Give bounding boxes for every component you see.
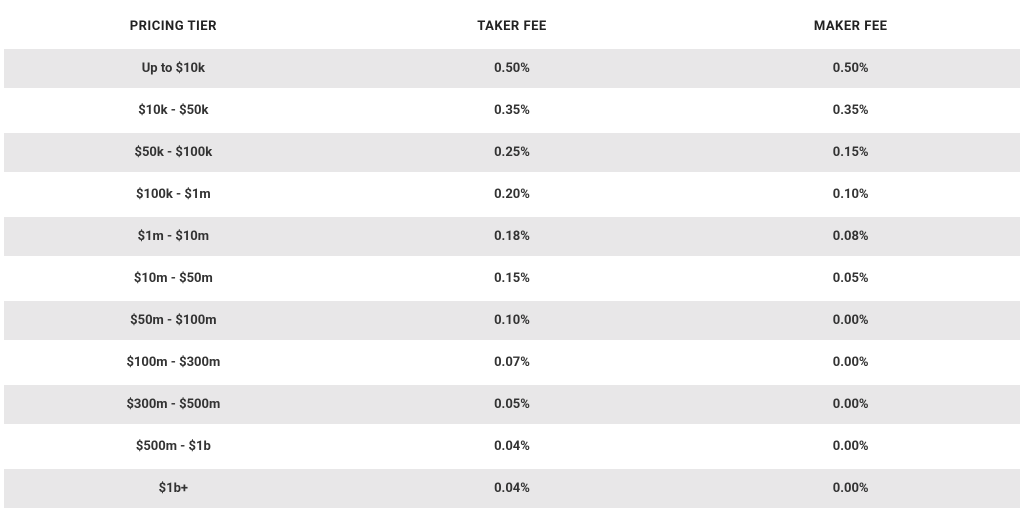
table-row: $50k - $100k 0.25% 0.15% — [4, 133, 1020, 172]
cell-maker: 0.00% — [681, 427, 1020, 466]
cell-maker: 0.35% — [681, 91, 1020, 130]
cell-tier: $100k - $1m — [4, 175, 343, 214]
cell-maker: 0.08% — [681, 217, 1020, 256]
cell-maker: 0.15% — [681, 133, 1020, 172]
table-row: $100m - $300m 0.07% 0.00% — [4, 343, 1020, 382]
table-row: $100k - $1m 0.20% 0.10% — [4, 175, 1020, 214]
table-row: $50m - $100m 0.10% 0.00% — [4, 301, 1020, 340]
table-row: $10m - $50m 0.15% 0.05% — [4, 259, 1020, 298]
cell-maker: 0.50% — [681, 49, 1020, 88]
table-row: $1b+ 0.04% 0.00% — [4, 469, 1020, 508]
col-header-pricing-tier: PRICING TIER — [4, 7, 343, 46]
cell-taker: 0.25% — [343, 133, 682, 172]
cell-tier: $50m - $100m — [4, 301, 343, 340]
cell-taker: 0.04% — [343, 427, 682, 466]
cell-tier: $100m - $300m — [4, 343, 343, 382]
table-row: $500m - $1b 0.04% 0.00% — [4, 427, 1020, 466]
cell-maker: 0.00% — [681, 301, 1020, 340]
cell-tier: $50k - $100k — [4, 133, 343, 172]
cell-taker: 0.50% — [343, 49, 682, 88]
table-row: $10k - $50k 0.35% 0.35% — [4, 91, 1020, 130]
cell-taker: 0.20% — [343, 175, 682, 214]
table-row: $300m - $500m 0.05% 0.00% — [4, 385, 1020, 424]
cell-maker: 0.00% — [681, 343, 1020, 382]
cell-taker: 0.15% — [343, 259, 682, 298]
cell-taker: 0.35% — [343, 91, 682, 130]
cell-maker: 0.00% — [681, 469, 1020, 508]
cell-tier: $1m - $10m — [4, 217, 343, 256]
table-row: $1m - $10m 0.18% 0.08% — [4, 217, 1020, 256]
cell-tier: $1b+ — [4, 469, 343, 508]
cell-taker: 0.05% — [343, 385, 682, 424]
cell-tier: $10m - $50m — [4, 259, 343, 298]
col-header-taker-fee: TAKER FEE — [343, 7, 682, 46]
cell-taker: 0.18% — [343, 217, 682, 256]
cell-tier: $10k - $50k — [4, 91, 343, 130]
fee-table: PRICING TIER TAKER FEE MAKER FEE Up to $… — [4, 4, 1020, 511]
cell-maker: 0.10% — [681, 175, 1020, 214]
cell-maker: 0.05% — [681, 259, 1020, 298]
cell-tier: $300m - $500m — [4, 385, 343, 424]
table-header-row: PRICING TIER TAKER FEE MAKER FEE — [4, 7, 1020, 46]
cell-maker: 0.00% — [681, 385, 1020, 424]
cell-taker: 0.04% — [343, 469, 682, 508]
col-header-maker-fee: MAKER FEE — [681, 7, 1020, 46]
cell-tier: Up to $10k — [4, 49, 343, 88]
table-row: Up to $10k 0.50% 0.50% — [4, 49, 1020, 88]
cell-taker: 0.07% — [343, 343, 682, 382]
cell-taker: 0.10% — [343, 301, 682, 340]
cell-tier: $500m - $1b — [4, 427, 343, 466]
